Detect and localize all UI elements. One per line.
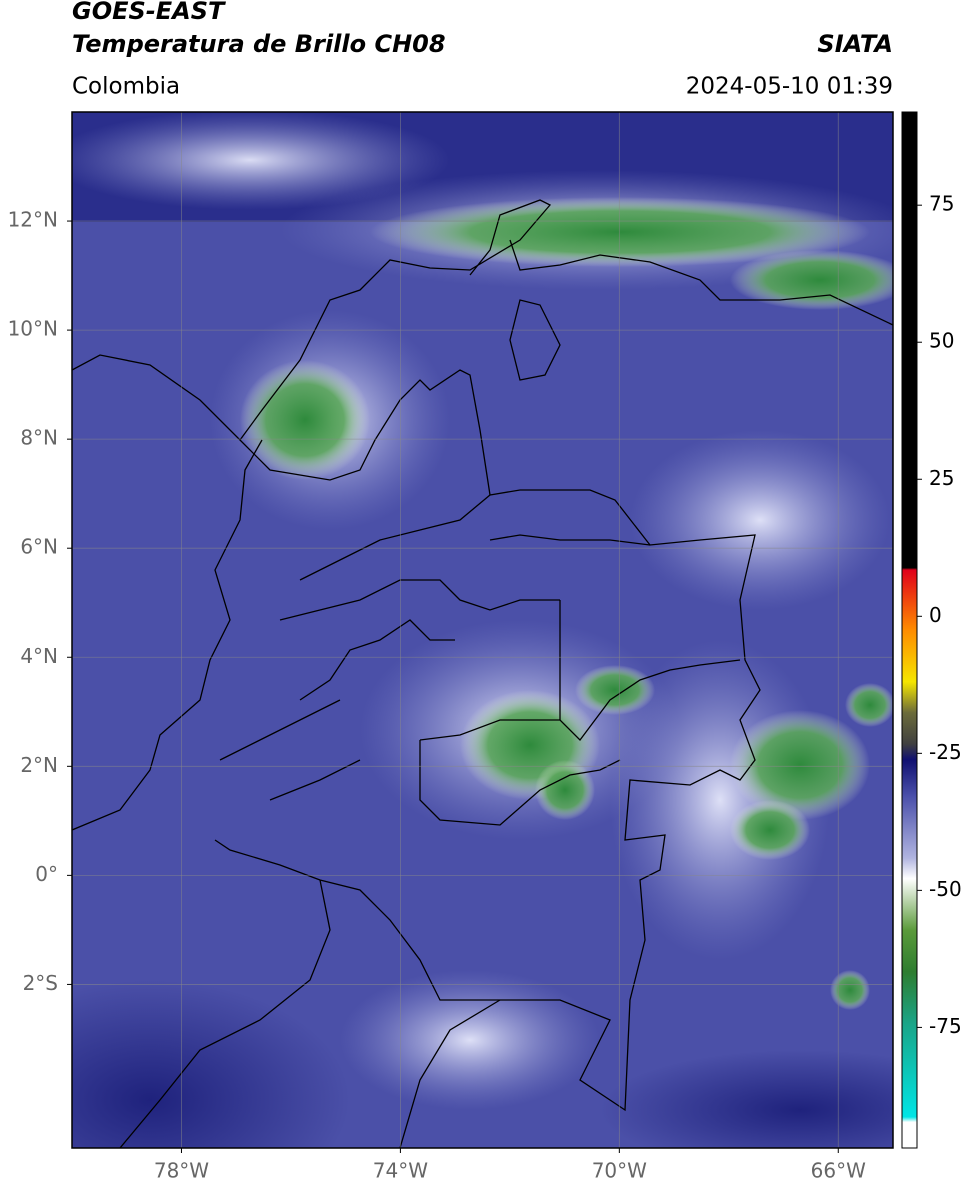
title: Temperatura de Brillo CH08 (72, 30, 446, 58)
colorbar-tick-label: 25 (929, 466, 954, 490)
colorbar (901, 111, 918, 1149)
source: SIATA (817, 30, 893, 58)
colorbar-tick-label: 0 (929, 603, 942, 627)
title: GOES-EAST (72, 0, 226, 25)
x-tick-label: 70°W (592, 1159, 647, 1183)
y-tick-label: 12°N (8, 208, 58, 232)
x-tick-label: 78°W (154, 1159, 209, 1183)
gridlines (72, 112, 893, 1148)
colorbar-tick-label: 75 (929, 192, 954, 216)
colorbar-tick-label: -50 (929, 877, 962, 901)
y-tick-label: 8°N (20, 426, 58, 450)
colorbar-tick-label: 50 (929, 329, 954, 353)
datetime: 2024-05-10 01:39 (686, 74, 893, 100)
y-tick-label: 10°N (8, 317, 58, 341)
x-tick-label: 66°W (811, 1159, 866, 1183)
y-tick-label: 2°N (20, 753, 58, 777)
colorbar-tick-label: -25 (929, 740, 962, 764)
satellite-image (72, 112, 893, 1148)
y-tick-label: 4°N (20, 644, 58, 668)
y-tick-label: 0° (35, 862, 58, 886)
y-tick-label: 2°S (23, 971, 58, 995)
colorbar-tick-label: -75 (929, 1014, 962, 1038)
map-frame (71, 111, 894, 1149)
y-tick-label: 6°N (20, 535, 58, 559)
x-tick-label: 74°W (373, 1159, 428, 1183)
region: Colombia (72, 74, 180, 100)
